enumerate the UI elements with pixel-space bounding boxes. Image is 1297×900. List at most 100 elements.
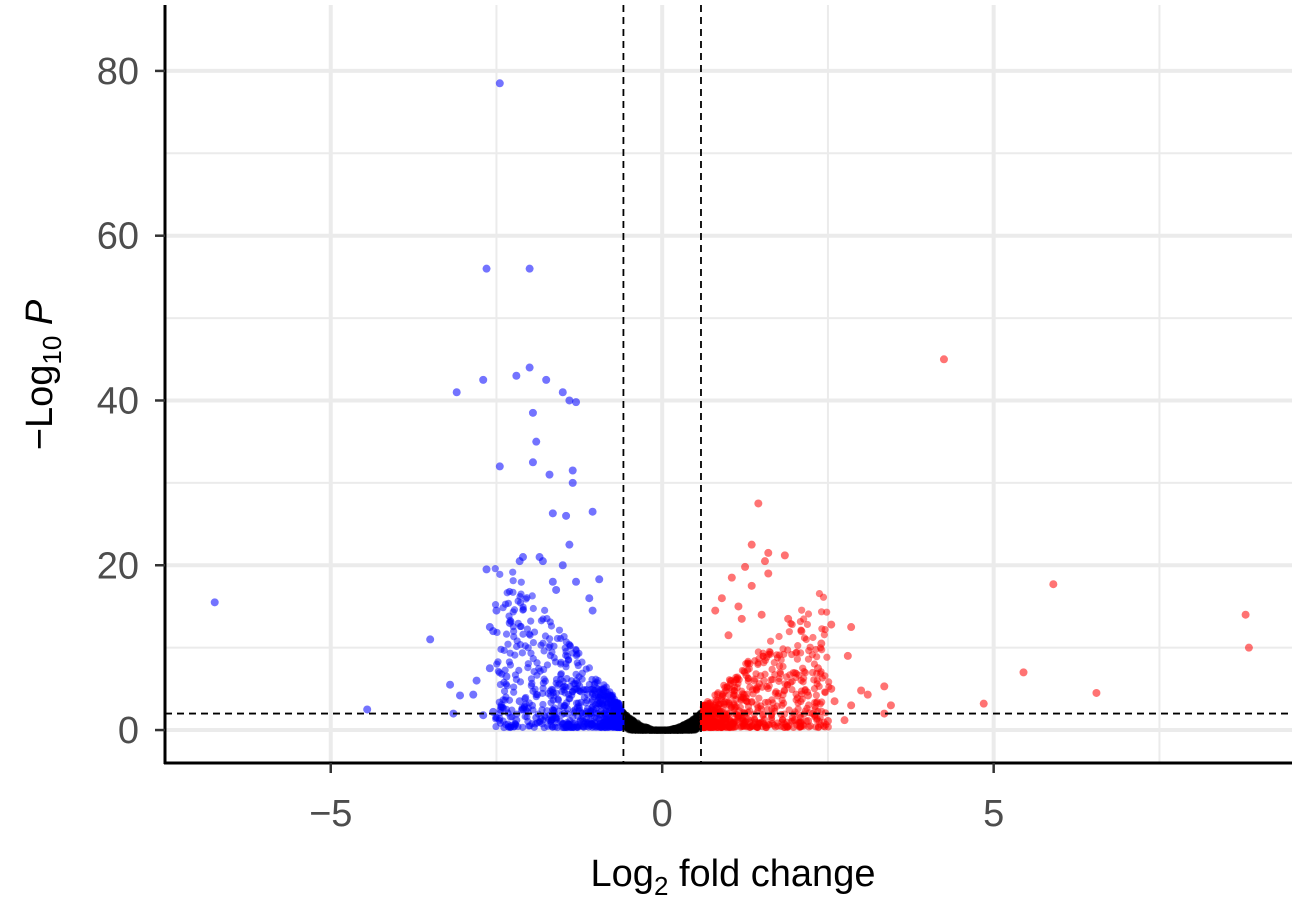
nonsignificant-point [659, 726, 667, 734]
data-point [210, 598, 219, 607]
nonsignificant-point [665, 726, 673, 734]
nonsignificant-point [676, 726, 684, 734]
nonsignificant-point [627, 724, 635, 733]
nonsignificant-point [686, 723, 694, 731]
data-point [764, 548, 773, 557]
nonsignificant-point [661, 726, 669, 734]
nonsignificant-point [675, 725, 683, 733]
down-regulated-point [547, 717, 555, 725]
nonsignificant-point [637, 726, 645, 734]
nonsignificant-point [688, 726, 696, 734]
nonsignificant-point [668, 726, 676, 734]
nonsignificant-point [694, 720, 702, 728]
nonsignificant-point [624, 714, 632, 722]
up-regulated-point [823, 608, 831, 616]
nonsignificant-point [660, 726, 668, 734]
nonsignificant-point [690, 715, 698, 723]
nonsignificant-point [655, 726, 663, 734]
nonsignificant-point [681, 724, 689, 732]
nonsignificant-point [670, 726, 678, 734]
nonsignificant-point [683, 726, 691, 734]
nonsignificant-point [625, 722, 634, 731]
nonsignificant-point [652, 726, 660, 734]
nonsignificant-point [672, 726, 681, 734]
nonsignificant-point [674, 726, 682, 734]
data-point [595, 575, 604, 584]
nonsignificant-point [673, 725, 681, 733]
nonsignificant-point [665, 726, 673, 734]
nonsignificant-point [646, 726, 655, 734]
nonsignificant-point [675, 724, 683, 732]
nonsignificant-point [656, 726, 664, 734]
nonsignificant-point [676, 726, 684, 734]
nonsignificant-point [634, 726, 642, 734]
down-regulated-point [557, 717, 565, 726]
nonsignificant-point [634, 726, 642, 734]
nonsignificant-point [679, 726, 687, 734]
nonsignificant-point [631, 726, 639, 734]
nonsignificant-point [674, 726, 682, 734]
nonsignificant-point [674, 726, 683, 734]
nonsignificant-point [688, 726, 696, 734]
nonsignificant-point [682, 726, 690, 734]
nonsignificant-point [636, 726, 644, 734]
nonsignificant-point [675, 723, 683, 731]
nonsignificant-point [685, 726, 693, 734]
nonsignificant-point [641, 726, 649, 734]
nonsignificant-point [648, 726, 656, 734]
up-regulated-point [776, 670, 785, 678]
up-regulated-point [803, 620, 811, 629]
down-regulated-point [541, 713, 550, 721]
up-regulated-point [797, 719, 805, 727]
up-regulated-point [789, 723, 798, 732]
nonsignificant-point [652, 726, 660, 734]
nonsignificant-point [666, 726, 674, 734]
nonsignificant-point [653, 726, 662, 734]
nonsignificant-point [634, 726, 642, 734]
nonsignificant-point [657, 726, 665, 734]
down-regulated-point [585, 664, 594, 672]
nonsignificant-point [646, 726, 654, 734]
nonsignificant-point [663, 726, 671, 734]
up-regulated-point [732, 710, 740, 718]
down-regulated-point [546, 651, 555, 660]
nonsignificant-point [623, 719, 631, 727]
nonsignificant-point [634, 725, 642, 734]
nonsignificant-point [673, 725, 681, 733]
nonsignificant-point [625, 721, 633, 729]
nonsignificant-point [666, 726, 674, 734]
nonsignificant-point [631, 726, 639, 734]
nonsignificant-point [626, 717, 634, 725]
nonsignificant-point [661, 726, 669, 734]
nonsignificant-point [625, 725, 633, 733]
nonsignificant-point [632, 724, 640, 732]
nonsignificant-point [688, 722, 696, 730]
nonsignificant-point [626, 722, 634, 731]
nonsignificant-point [672, 726, 680, 734]
nonsignificant-point [673, 726, 681, 734]
data-point [817, 639, 826, 648]
nonsignificant-point [657, 726, 665, 734]
nonsignificant-point [628, 726, 636, 734]
nonsignificant-point [656, 726, 664, 734]
down-regulated-point [563, 674, 571, 683]
nonsignificant-point [689, 716, 697, 724]
nonsignificant-point [683, 723, 691, 731]
nonsignificant-point [688, 718, 696, 727]
nonsignificant-point [669, 726, 677, 734]
nonsignificant-point [626, 721, 634, 729]
data-point [857, 686, 866, 695]
nonsignificant-point [674, 726, 682, 734]
nonsignificant-point [647, 726, 656, 734]
nonsignificant-point [643, 726, 651, 734]
nonsignificant-point [672, 726, 680, 734]
nonsignificant-point [683, 721, 691, 729]
up-regulated-point [779, 662, 787, 671]
nonsignificant-point [678, 726, 686, 734]
data-point [565, 540, 574, 549]
nonsignificant-point [668, 726, 676, 734]
nonsignificant-point [650, 726, 658, 734]
nonsignificant-point [658, 726, 666, 734]
nonsignificant-point [643, 726, 651, 734]
nonsignificant-point [673, 726, 681, 734]
